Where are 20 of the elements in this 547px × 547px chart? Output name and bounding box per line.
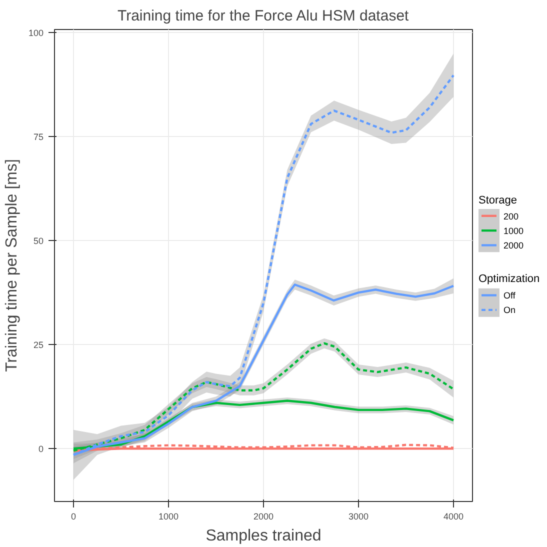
legend-label: 200 — [504, 211, 519, 222]
x-tick-label: 4000 — [443, 512, 464, 522]
x-tick-label: 2000 — [253, 512, 274, 522]
y-tick-label: 25 — [33, 340, 44, 350]
x-tick-label: 3000 — [348, 512, 369, 522]
y-tick-label: 0 — [38, 444, 44, 454]
text: On — [504, 304, 516, 315]
legend-label: 1000 — [504, 226, 524, 236]
y-axis-title: Training time per Sample [ms] — [3, 159, 20, 372]
x-tick-label: 1000 — [158, 512, 179, 522]
chart-title: Training time for the Force Alu HSM dataset — [117, 8, 410, 24]
y-tick-label: 75 — [33, 132, 44, 142]
text: Optimization — [478, 272, 540, 285]
y-tick-label: 100 — [28, 28, 44, 38]
x-axis-title: Samples trained — [206, 528, 322, 544]
x-tick-label: 0 — [70, 512, 76, 522]
legend-label: 2000 — [504, 240, 524, 251]
text: Storage — [478, 194, 518, 206]
text: Off — [504, 290, 516, 300]
y-tick-label: 50 — [33, 236, 44, 246]
